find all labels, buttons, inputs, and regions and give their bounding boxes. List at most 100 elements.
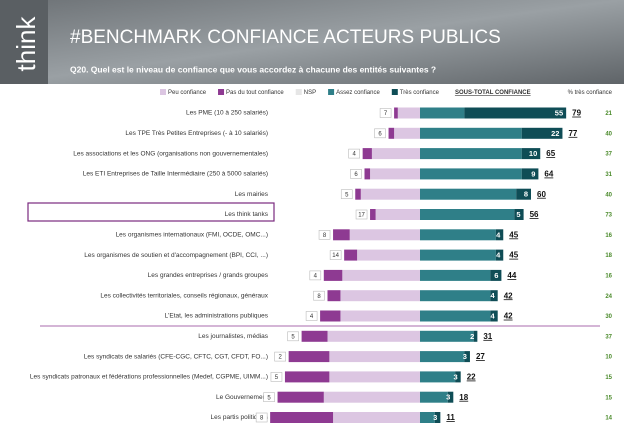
bar-segment [420, 148, 522, 159]
bar-segment [394, 128, 420, 139]
bar-segment [420, 229, 496, 240]
side-value: 73 [605, 213, 612, 219]
legend-swatch [218, 89, 224, 95]
row-label: L'Etat, les administrations publiques [165, 313, 269, 320]
bar-segment [398, 108, 420, 119]
bar-segment [333, 412, 420, 423]
side-value: 15 [605, 375, 612, 381]
bar-segment [278, 392, 324, 403]
bar-segment [355, 189, 361, 200]
side-value: 40 [605, 131, 612, 137]
bar-segment [357, 250, 420, 261]
total-label: 45 [509, 251, 518, 260]
side-value: 21 [605, 111, 612, 117]
bar-segment [329, 351, 420, 362]
bar-segment [350, 229, 420, 240]
total-label: 79 [572, 109, 581, 118]
bar-segment [420, 108, 464, 119]
side-value: 18 [605, 253, 612, 259]
total-header: SOUS-TOTAL CONFIANCE [455, 90, 531, 96]
segment-label: 3 [454, 372, 458, 381]
total-label: 44 [507, 271, 516, 280]
bar-segment [420, 331, 474, 342]
legend-swatch [392, 89, 398, 95]
side-value: 40 [605, 192, 612, 198]
side-value: 14 [605, 416, 612, 422]
bar-segment [420, 250, 496, 261]
segment-label: 55 [555, 108, 563, 117]
total-label: 56 [530, 210, 539, 219]
bar-segment [464, 108, 566, 119]
total-label: 77 [568, 129, 577, 138]
plot: Peu confiancePas du tout confianceNSPAss… [30, 89, 613, 423]
bar-segment [328, 290, 341, 301]
chart-subtitle: Q20. Quel est le niveau de confiance que… [70, 64, 436, 74]
side-value: 16 [605, 233, 612, 239]
row-label: Les think tanks [225, 211, 269, 218]
segment-label: 6 [494, 271, 498, 280]
bar-segment [329, 371, 420, 382]
total-label: 42 [504, 291, 513, 300]
nsp-label: 14 [332, 253, 339, 259]
bar-segment [340, 311, 420, 322]
bar-segment [328, 331, 421, 342]
row-label: Le Gouvernement [216, 394, 268, 401]
bar-segment [420, 311, 490, 322]
segment-label: 8 [524, 190, 528, 199]
total-label: 11 [446, 413, 455, 422]
row-label: Les organismes internationaux (FMI, OCDE… [116, 232, 268, 239]
segment-label: 3 [433, 413, 437, 422]
bar-segment [522, 168, 539, 179]
bar-segment [420, 168, 522, 179]
row-label: Les grandes entreprises / grands groupes [148, 272, 269, 279]
side-header: % très confiance [568, 90, 613, 96]
total-label: 65 [546, 149, 555, 158]
side-value: 15 [605, 395, 612, 401]
total-label: 60 [537, 190, 546, 199]
legend-label: Assez confiance [336, 90, 380, 96]
bar-segment [420, 209, 514, 220]
bar-segment [324, 270, 343, 281]
bar-segment [365, 168, 371, 179]
bar-segment [370, 168, 420, 179]
row-label: Les PME (10 à 250 salariés) [186, 110, 268, 117]
total-label: 27 [476, 352, 485, 361]
bar-segment [285, 371, 329, 382]
row-label: Les associations et les ONG (organisatio… [73, 150, 268, 157]
segment-label: 3 [463, 352, 467, 361]
bar-segment [370, 209, 376, 220]
segment-label: 5 [516, 210, 520, 219]
bar-segment [420, 290, 490, 301]
side-value: 16 [605, 273, 612, 279]
segment-label: 22 [551, 129, 559, 138]
slide: think #BENCHMARK CONFIANCE ACTEURS PUBLI… [0, 0, 624, 436]
bar-segment [389, 128, 395, 139]
side-value: 24 [605, 294, 612, 300]
row-label: Les mairies [235, 191, 269, 198]
bar-segment [320, 311, 340, 322]
total-label: 42 [504, 312, 513, 321]
bar-segment [363, 148, 372, 159]
bar-segment [270, 412, 333, 423]
side-value: 30 [605, 314, 612, 320]
bar-segment [376, 209, 420, 220]
nsp-label: 17 [358, 213, 365, 219]
bar-segment [302, 331, 328, 342]
brand: think [11, 16, 41, 72]
side-value: 10 [605, 355, 612, 361]
total-label: 31 [483, 332, 492, 341]
bar-segment [342, 270, 420, 281]
total-label: 22 [467, 373, 476, 382]
bar-segment [289, 351, 330, 362]
total-label: 18 [459, 393, 468, 402]
legend-label: Pas du tout confiance [226, 90, 284, 96]
segment-label: 3 [446, 393, 450, 402]
bar-segment [420, 392, 448, 403]
row-label: Les TPE Très Petites Entreprises (- à 10… [125, 130, 268, 137]
bar-segment [420, 128, 522, 139]
bar-segment [372, 148, 420, 159]
total-label: 64 [544, 170, 553, 179]
side-value: 37 [605, 152, 612, 158]
row-label: Les organismes de soutien et d'accompagn… [84, 252, 268, 259]
legend-swatch [160, 89, 166, 95]
